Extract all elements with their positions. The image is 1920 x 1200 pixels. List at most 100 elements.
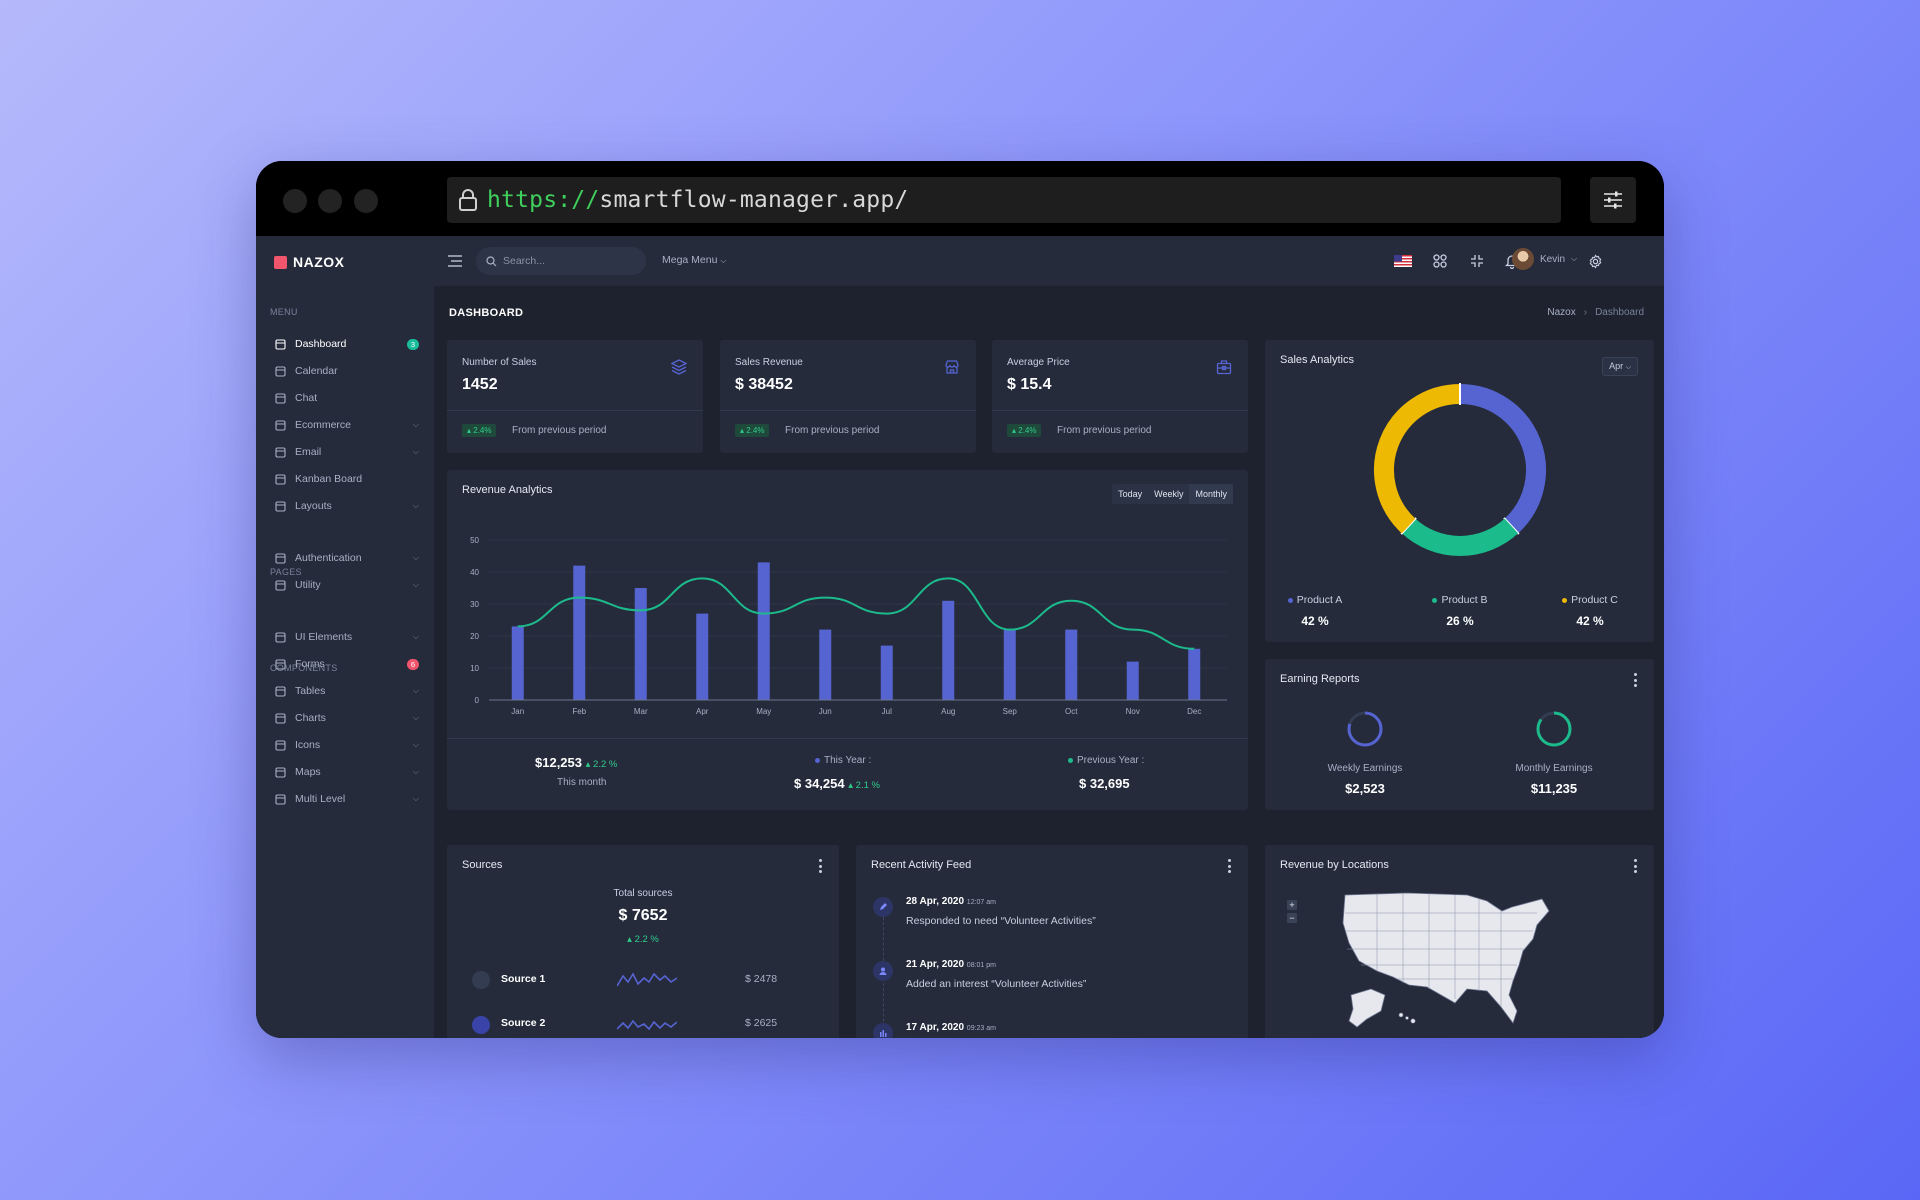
address-bar[interactable]: https://smartflow-manager.app/ <box>447 177 1561 223</box>
window-close-button[interactable] <box>283 189 307 213</box>
revenue-chart: 0 10 20 30 40 50 Jan Feb Mar Apr May Jun Jul Aug Sep Oc… <box>470 536 1227 716</box>
sidebar-item-tables[interactable]: Tables ⌵ <box>274 682 419 700</box>
chevron-down-icon: ⌵ <box>720 256 727 265</box>
x-tick-label: Jul <box>882 707 892 716</box>
bar-oct <box>1065 629 1078 700</box>
legend-product-a: Product A <box>1270 594 1360 606</box>
this-month-label: This month <box>557 777 607 788</box>
revenue-locations-card: Revenue by Locations + − <box>1265 845 1654 1038</box>
card-divider <box>447 738 1248 739</box>
search-box[interactable] <box>476 247 646 275</box>
utility-icon <box>274 579 287 592</box>
sidebar-item-utility[interactable]: Utility ⌵ <box>274 576 419 594</box>
sidebar-item-layouts[interactable]: Layouts ⌵ <box>274 497 419 515</box>
sidebar-item-ui-elements[interactable]: UI Elements ⌵ <box>274 628 419 646</box>
dashboard-app: NAZOX MENU PAGES COMPONENTS Dashboard 3 Ca… <box>256 236 1664 1038</box>
x-tick-label: Mar <box>634 707 648 716</box>
weekly-earnings-label: Weekly Earnings <box>1327 763 1403 774</box>
tab-today[interactable]: Today <box>1118 489 1143 499</box>
zoom-out-button[interactable]: − <box>1287 913 1297 923</box>
sidebar-item-ecommerce[interactable]: Ecommerce ⌵ <box>274 416 419 434</box>
sidebar-item-charts[interactable]: Charts ⌵ <box>274 709 419 727</box>
sidebar-item-email[interactable]: Email ⌵ <box>274 443 419 461</box>
briefcase-icon <box>1216 359 1232 375</box>
month-select[interactable]: Apr ⌵ <box>1602 357 1638 376</box>
sales-donut-chart <box>1374 383 1546 556</box>
sidebar-item-calendar[interactable]: Calendar <box>274 362 419 380</box>
search-input[interactable] <box>503 255 633 267</box>
user-name: Kevin <box>1540 253 1566 265</box>
chevron-down-icon: ⌵ <box>412 501 419 510</box>
y-tick-label: 40 <box>470 568 479 577</box>
sidebar-item-kanban-board[interactable]: Kanban Board <box>274 470 419 488</box>
page-title: DASHBOARD <box>449 307 524 319</box>
stat-value: $ 38452 <box>735 376 793 393</box>
dashboard-icon <box>274 338 287 351</box>
sidebar-item-label: Email <box>295 446 322 458</box>
source-row[interactable]: Source 1 $ 2478 <box>447 971 839 1001</box>
stat-value: $ 15.4 <box>1007 376 1052 393</box>
menu-toggle-icon[interactable] <box>446 252 464 270</box>
layouts-icon <box>274 500 287 513</box>
apps-grid-icon[interactable] <box>1431 252 1449 270</box>
window-minimize-button[interactable] <box>318 189 342 213</box>
monthly-progress-ring <box>1536 711 1572 747</box>
window-maximize-button[interactable] <box>354 189 378 213</box>
stat-foot-text: From previous period <box>785 425 880 436</box>
more-options-icon[interactable] <box>1630 859 1640 873</box>
us-map <box>1342 892 1550 1028</box>
brand-logo[interactable]: NAZOX <box>274 254 345 270</box>
sidebar-item-dashboard[interactable]: Dashboard 3 <box>274 335 419 353</box>
chevron-down-icon: ⌵ <box>412 580 419 589</box>
donut-slice-product-a <box>1459 384 1546 534</box>
tab-monthly[interactable]: Monthly <box>1189 484 1233 504</box>
kanban-icon <box>274 473 287 486</box>
fullscreen-icon[interactable] <box>1468 252 1486 270</box>
sidebar-item-forms[interactable]: Forms 6 <box>274 655 419 673</box>
sidebar-item-chat[interactable]: Chat <box>274 389 419 407</box>
more-options-icon[interactable] <box>1224 859 1234 873</box>
mega-menu-dropdown[interactable]: Mega Menu ⌵ <box>662 254 726 266</box>
bar-jun <box>819 629 832 700</box>
this-year-label: This Year : <box>815 755 871 766</box>
chevron-down-icon: ⌵ <box>412 794 419 803</box>
sidebar-item-label: Dashboard <box>295 338 347 350</box>
x-tick-label: Aug <box>941 707 955 716</box>
bar-jan <box>511 626 524 700</box>
share-icon <box>274 793 287 806</box>
sidebar-item-icons[interactable]: Icons ⌵ <box>274 736 419 754</box>
this-year-value: $ 34,254 ▴ 2.1 % <box>794 776 880 791</box>
logo-mark-icon <box>274 255 287 269</box>
weekly-progress-ring <box>1347 711 1383 747</box>
tab-weekly[interactable]: Weekly <box>1154 489 1184 499</box>
map-pin-icon <box>274 766 287 779</box>
sidebar-item-maps[interactable]: Maps ⌵ <box>274 763 419 781</box>
sidebar-item-authentication[interactable]: Authentication ⌵ <box>274 549 419 567</box>
stat-card-avg-price: Average Price $ 15.4 ▴ 2.4% From previou… <box>992 340 1248 453</box>
sliders-icon <box>1604 191 1622 209</box>
legend-product-b: Product B <box>1415 594 1505 606</box>
sidebar-item-multi-level[interactable]: Multi Level ⌵ <box>274 790 419 808</box>
trend-line <box>517 577 1195 650</box>
section-title-pages: PAGES <box>270 567 302 577</box>
sidebar-item-label: Calendar <box>295 365 338 377</box>
browser-settings-button[interactable] <box>1590 177 1636 223</box>
user-menu[interactable]: Kevin ⌵ <box>1512 248 1577 270</box>
zoom-in-button[interactable]: + <box>1287 900 1297 910</box>
source-row[interactable]: Source 2 $ 2625 <box>447 1016 839 1038</box>
more-options-icon[interactable] <box>815 859 825 873</box>
x-tick-label: Jan <box>511 707 524 716</box>
gear-icon[interactable] <box>1586 252 1604 270</box>
stat-label: Number of Sales <box>462 357 537 368</box>
breadcrumb-link-nazox[interactable]: Nazox <box>1547 307 1576 318</box>
chevron-down-icon: ⌵ <box>412 420 419 429</box>
us-flag-icon[interactable] <box>1394 252 1412 270</box>
source-amount: $ 2625 <box>745 1017 778 1029</box>
more-options-icon[interactable] <box>1630 673 1640 687</box>
bar-jul <box>880 645 893 700</box>
bar-dec <box>1188 648 1201 700</box>
x-tick-label: May <box>756 707 771 716</box>
y-tick-label: 0 <box>475 696 480 705</box>
sidebar-item-label: Forms <box>295 658 325 670</box>
stat-card-sales: Number of Sales 1452 ▴ 2.4% From previou… <box>447 340 703 453</box>
